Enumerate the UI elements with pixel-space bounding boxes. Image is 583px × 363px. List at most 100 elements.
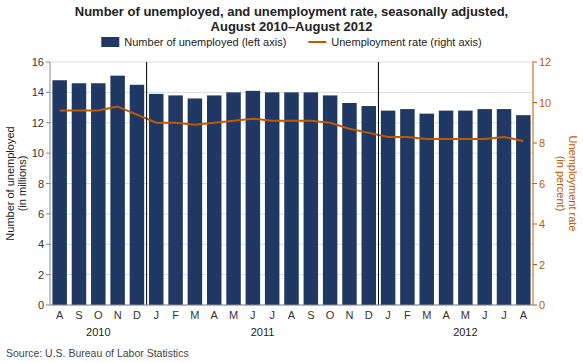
bar <box>168 95 182 305</box>
bar <box>381 111 395 305</box>
background <box>0 0 583 363</box>
grid <box>50 62 533 305</box>
tick-label: F <box>172 309 179 321</box>
bar <box>207 95 221 305</box>
y2-axis-label: Unemployment rate(in percent) <box>555 136 579 232</box>
tick-label: 10 <box>539 97 551 109</box>
bar <box>419 114 433 305</box>
bar <box>323 95 337 305</box>
year-divider <box>146 62 147 305</box>
legend-label: Number of unemployed (left axis) <box>124 36 286 48</box>
legend-item: Number of unemployed (left axis) <box>101 36 286 48</box>
tick-label: M <box>422 309 431 321</box>
legend-swatch <box>308 41 326 43</box>
tick-label: F <box>404 309 411 321</box>
bar <box>149 94 163 305</box>
label-line: Number of unemployed <box>4 126 16 240</box>
tick-mark <box>46 274 50 275</box>
bar <box>91 83 105 305</box>
annotation: 2012 <box>453 326 477 338</box>
label-line: (in percent) <box>555 156 567 212</box>
tick-mark <box>46 62 50 63</box>
bar <box>265 92 279 305</box>
annotation: 2011 <box>251 326 275 338</box>
bar <box>516 115 530 305</box>
plot-area <box>52 62 530 305</box>
tick-label: D <box>365 309 373 321</box>
bar <box>72 83 86 305</box>
tick-label: 4 <box>38 238 44 250</box>
tick-label: M <box>461 309 470 321</box>
bar <box>246 91 260 305</box>
tick-label: 8 <box>38 178 44 190</box>
tick-label: O <box>94 309 103 321</box>
bar <box>188 98 202 305</box>
tick-label: J <box>269 309 275 321</box>
tick-mark <box>46 122 50 123</box>
bar <box>110 76 124 305</box>
grid-line <box>50 62 533 63</box>
tick-label: 10 <box>32 147 44 159</box>
tick-label: 8 <box>539 137 545 149</box>
tick-label: 6 <box>38 208 44 220</box>
bar <box>400 109 414 305</box>
tick-label: A <box>56 309 64 321</box>
axis-bottom <box>50 305 533 306</box>
year-divider <box>378 62 379 305</box>
tick-mark <box>46 183 50 184</box>
tick-mark <box>533 102 537 103</box>
y-axis-label: Number of unemployed(in millions) <box>4 126 28 240</box>
label-line: (in millions) <box>16 156 28 212</box>
tick-label: J <box>482 309 488 321</box>
tick-mark <box>46 244 50 245</box>
bar <box>284 92 298 305</box>
tick-label: N <box>345 309 353 321</box>
legend-item: Unemployment rate (right axis) <box>308 36 481 48</box>
tick-label: A <box>211 309 219 321</box>
tick-mark <box>46 153 50 154</box>
tick-label: S <box>307 309 314 321</box>
tick-label: 12 <box>32 117 44 129</box>
tick-label: S <box>75 309 82 321</box>
title-line: August 2010–August 2012 <box>211 19 373 34</box>
tick-label: 2 <box>38 269 44 281</box>
tick-label: A <box>288 309 296 321</box>
axis-right <box>533 62 534 305</box>
bar <box>304 92 318 305</box>
source: Source: U.S. Bureau of Labor Statistics <box>6 347 189 359</box>
tick-label: J <box>501 309 507 321</box>
grid-line <box>50 305 533 306</box>
chart: Number of unemployed, and unemployment r… <box>0 0 583 363</box>
legend: Number of unemployed (left axis) Unemploy… <box>101 36 481 48</box>
tick-label: A <box>520 309 528 321</box>
tick-label: M <box>190 309 199 321</box>
label-line: Unemployment rate <box>567 136 579 232</box>
tick-label: N <box>114 309 122 321</box>
axis-left <box>50 62 51 305</box>
annotation: 2010 <box>86 326 110 338</box>
tick-mark <box>533 305 537 306</box>
legend-label: Unemployment rate (right axis) <box>331 36 481 48</box>
tick-label: 14 <box>32 86 44 98</box>
tick-mark <box>533 143 537 144</box>
bar <box>342 103 356 305</box>
title-line: Number of unemployed, and unemployment r… <box>75 4 508 19</box>
bar <box>226 92 240 305</box>
tick-label: J <box>250 309 256 321</box>
tick-mark <box>533 264 537 265</box>
line <box>60 107 524 141</box>
tick-label: 0 <box>539 299 545 311</box>
tick-mark <box>46 305 50 306</box>
tick-label: O <box>326 309 335 321</box>
tick-label: 12 <box>539 56 551 68</box>
tick-label: 0 <box>38 299 44 311</box>
bar <box>52 80 66 305</box>
tick-label: 2 <box>539 259 545 271</box>
tick-label: D <box>133 309 141 321</box>
tick-label: M <box>229 309 238 321</box>
title: Number of unemployed, and unemployment r… <box>75 4 508 34</box>
tick-mark <box>46 213 50 214</box>
tick-mark <box>533 62 537 63</box>
tick-label: 6 <box>539 178 545 190</box>
tick-mark <box>533 183 537 184</box>
